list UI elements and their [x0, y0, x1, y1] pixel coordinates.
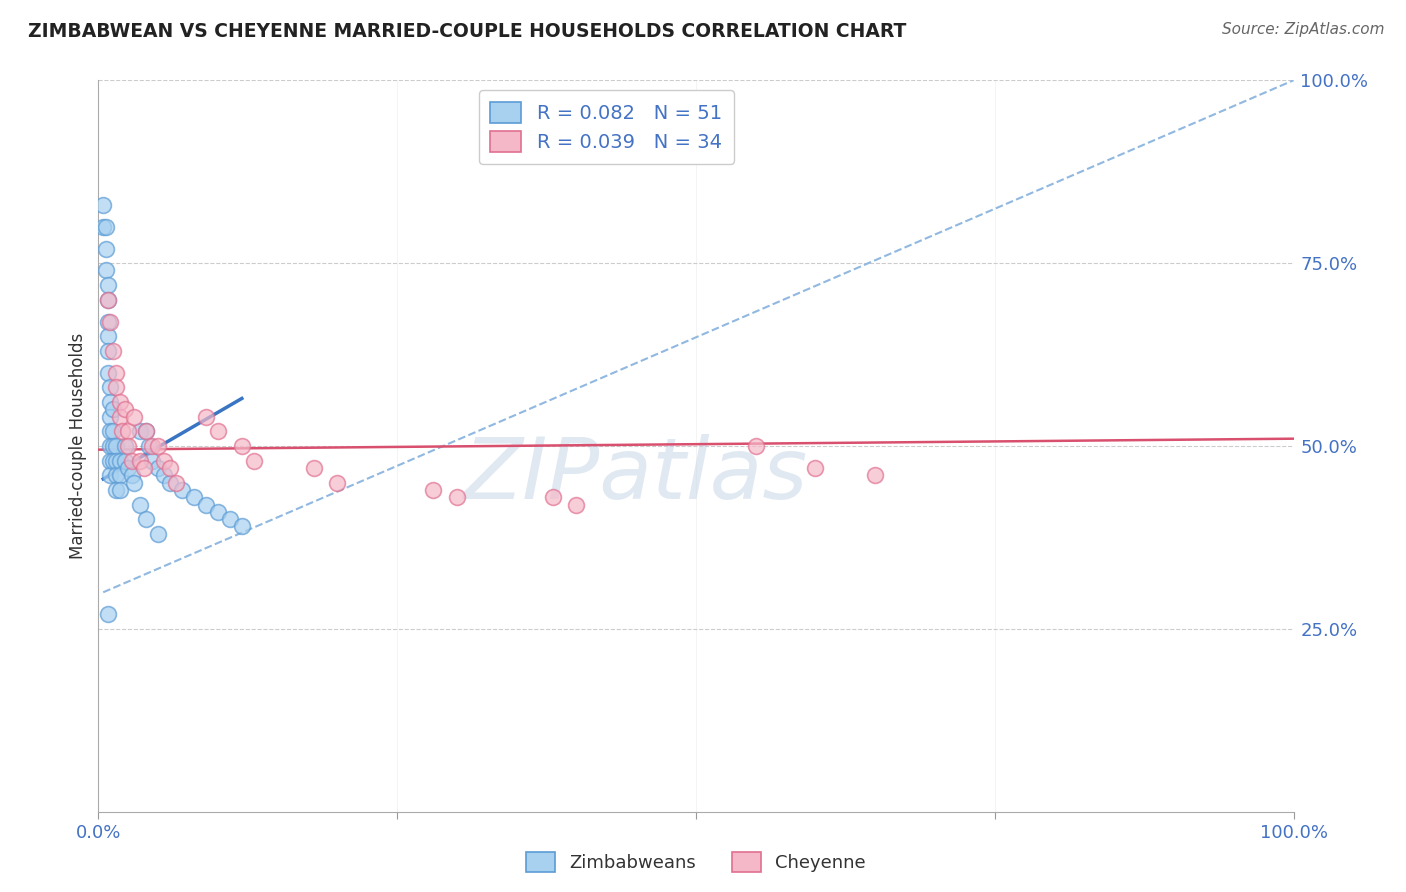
- Point: [94, 263, 117, 277]
- Point: [243, 453, 266, 467]
- Y-axis label: Married-couple Households: Married-couple Households: [69, 333, 87, 559]
- Point: [302, 461, 325, 475]
- Point: [105, 483, 128, 497]
- Point: [804, 461, 827, 475]
- Point: [105, 439, 128, 453]
- Point: [153, 468, 176, 483]
- Point: [141, 439, 163, 453]
- Point: [183, 490, 205, 504]
- Point: [326, 475, 349, 490]
- Point: [105, 380, 128, 394]
- Point: [129, 425, 152, 439]
- Point: [172, 483, 194, 497]
- Point: [207, 425, 229, 439]
- Point: [129, 498, 152, 512]
- Point: [138, 439, 160, 453]
- Point: [148, 526, 170, 541]
- Point: [98, 439, 122, 453]
- Point: [565, 498, 588, 512]
- Point: [117, 425, 139, 439]
- Point: [101, 453, 124, 467]
- Point: [97, 293, 120, 307]
- Point: [98, 315, 122, 329]
- Point: [207, 505, 229, 519]
- Point: [135, 425, 157, 439]
- Point: [101, 425, 124, 439]
- Point: [194, 409, 218, 424]
- Point: [97, 343, 120, 358]
- Point: [159, 475, 181, 490]
- Point: [108, 468, 131, 483]
- Point: [231, 519, 253, 533]
- Point: [94, 219, 117, 234]
- Point: [159, 461, 181, 475]
- Point: [148, 439, 170, 453]
- Point: [117, 461, 139, 475]
- Point: [153, 453, 176, 467]
- Point: [121, 468, 143, 483]
- Point: [108, 483, 131, 497]
- Point: [98, 380, 122, 394]
- Point: [97, 366, 120, 380]
- Point: [121, 453, 143, 467]
- Point: [541, 490, 564, 504]
- Point: [98, 453, 122, 467]
- Point: [91, 197, 114, 211]
- Point: [117, 439, 139, 453]
- Point: [219, 512, 242, 526]
- Point: [97, 278, 120, 293]
- Point: [98, 395, 122, 409]
- Point: [231, 439, 253, 453]
- Text: Source: ZipAtlas.com: Source: ZipAtlas.com: [1222, 22, 1385, 37]
- Point: [863, 468, 887, 483]
- Point: [98, 409, 122, 424]
- Point: [105, 366, 128, 380]
- Point: [108, 395, 131, 409]
- Point: [114, 439, 136, 453]
- Point: [141, 453, 163, 467]
- Point: [745, 439, 768, 453]
- Point: [132, 461, 155, 475]
- Point: [124, 409, 146, 424]
- Point: [129, 453, 152, 467]
- Point: [422, 483, 444, 497]
- Point: [101, 343, 124, 358]
- Point: [94, 242, 117, 256]
- Point: [105, 453, 128, 467]
- Point: [124, 475, 146, 490]
- Point: [114, 402, 136, 417]
- Text: ZIPatlas: ZIPatlas: [464, 434, 808, 516]
- Point: [97, 607, 120, 622]
- Point: [97, 315, 120, 329]
- Point: [111, 425, 134, 439]
- Point: [108, 409, 131, 424]
- Point: [105, 468, 128, 483]
- Point: [98, 425, 122, 439]
- Point: [194, 498, 218, 512]
- Point: [108, 453, 131, 467]
- Point: [135, 512, 157, 526]
- Point: [148, 461, 170, 475]
- Point: [97, 293, 120, 307]
- Point: [97, 329, 120, 343]
- Legend: Zimbabweans, Cheyenne: Zimbabweans, Cheyenne: [515, 841, 877, 883]
- Point: [165, 475, 187, 490]
- Point: [114, 453, 136, 467]
- Point: [101, 439, 124, 453]
- Point: [98, 468, 122, 483]
- Point: [101, 402, 124, 417]
- Point: [135, 425, 157, 439]
- Point: [91, 219, 114, 234]
- Point: [446, 490, 468, 504]
- Text: ZIMBABWEAN VS CHEYENNE MARRIED-COUPLE HOUSEHOLDS CORRELATION CHART: ZIMBABWEAN VS CHEYENNE MARRIED-COUPLE HO…: [28, 22, 907, 41]
